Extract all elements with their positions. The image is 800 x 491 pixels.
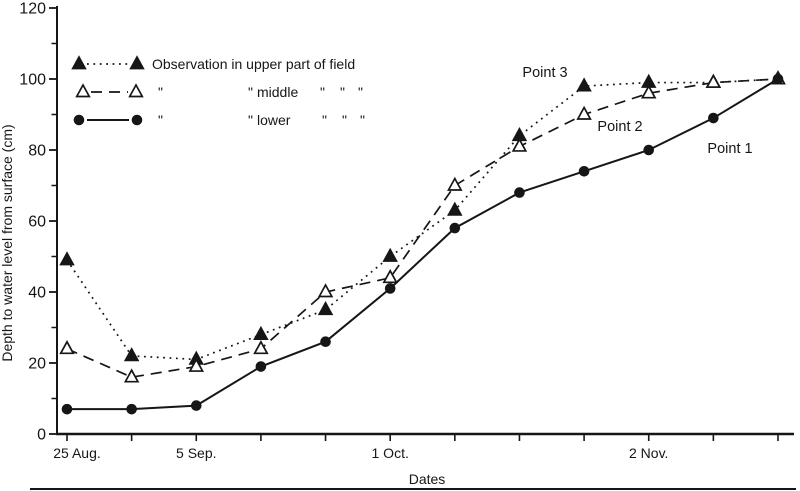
- series-lower-marker-circle-filled: [514, 187, 525, 198]
- legend-label-middle: middle: [257, 84, 298, 100]
- legend-middle-right-marker-triangle-open: [128, 83, 144, 98]
- series-upper-marker-triangle-filled: [382, 247, 398, 262]
- series-lower-marker-circle-filled: [643, 144, 655, 156]
- series-middle-marker-triangle-open: [253, 340, 269, 355]
- series-upper-marker-triangle-filled: [317, 300, 334, 316]
- legend-lower-right-marker-circle-filled: [131, 114, 143, 126]
- legend-label-lower: ": [248, 112, 253, 128]
- annotation-point-3: Point 3: [522, 65, 567, 81]
- legend-label-lower: ": [342, 112, 347, 128]
- x-tick-label: 2 Nov.: [629, 445, 668, 461]
- legend-label-lower: ": [158, 112, 163, 128]
- series-lower-marker-circle-filled: [449, 222, 461, 234]
- series-lower-marker-circle-filled: [320, 336, 331, 348]
- y-tick-label: 120: [19, 1, 46, 18]
- y-tick-label: 20: [28, 356, 46, 373]
- legend-label-middle: ": [358, 84, 363, 100]
- series-middle-marker-triangle-open: [59, 340, 75, 355]
- annotation-point-2: Point 2: [597, 119, 642, 135]
- legend-upper-right-marker-triangle-filled: [129, 55, 145, 70]
- legend-label-upper: Observation in upper part of field: [152, 56, 355, 72]
- x-tick-label: 5 Sep.: [176, 445, 216, 461]
- annotation-point-1: Point 1: [707, 141, 752, 157]
- legend-upper-left-marker-triangle-filled: [71, 55, 87, 70]
- series-upper-marker-triangle-filled: [59, 251, 75, 266]
- series-middle-marker-triangle-open: [123, 368, 140, 383]
- series-upper-marker-triangle-filled: [447, 201, 463, 216]
- series-middle-marker-triangle-open: [640, 84, 657, 99]
- series-middle-marker-triangle-open: [576, 105, 592, 120]
- series-lower-marker-circle-filled: [126, 403, 137, 415]
- series-lower-marker-circle-filled: [61, 403, 73, 415]
- series-upper-line: [66, 78, 779, 361]
- legend-label-middle: ": [340, 84, 345, 100]
- chart-generated-content: 0 20 40 60 80 100 120 25 Aug. 5 Sep. 1 Oct. 2 Nov.…: [19, 1, 796, 490]
- y-tick-label: 60: [28, 214, 46, 231]
- y-tick-label: 80: [28, 143, 46, 160]
- legend-middle-left-marker-triangle-open: [75, 83, 91, 98]
- series-lower-marker-circle-filled: [190, 400, 202, 411]
- series-middle-marker-triangle-open: [188, 357, 205, 372]
- series-middle-marker-triangle-open: [511, 137, 528, 152]
- y-tick-label: 100: [19, 72, 46, 89]
- legend-label-lower: ": [322, 112, 327, 128]
- series-lower-marker-circle-filled: [772, 73, 784, 85]
- y-tick-label: 0: [37, 427, 46, 444]
- series-lower-line: [67, 78, 779, 411]
- series-lower-marker-circle-filled: [708, 112, 719, 124]
- legend-label-middle: ": [248, 84, 253, 100]
- series-middle-marker-triangle-open: [447, 176, 463, 191]
- series-lower-marker-circle-filled: [255, 361, 267, 372]
- y-axis-title: Depth to water level from surface (cm): [0, 124, 15, 361]
- x-axis-title: Dates: [409, 471, 446, 487]
- legend-label-lower: ": [360, 112, 365, 128]
- series-middle-marker-triangle-open: [705, 73, 722, 88]
- x-tick-label: 1 Oct.: [372, 445, 409, 461]
- series-upper-marker-triangle-filled: [253, 325, 269, 340]
- legend-lower-left-marker-circle-filled: [73, 114, 85, 126]
- series-middle-marker-triangle-open: [382, 269, 398, 284]
- legend-label-lower: lower: [257, 112, 291, 128]
- x-tick-label: 25 Aug.: [53, 445, 101, 461]
- y-tick-label: 40: [28, 285, 46, 302]
- series-middle-marker-triangle-open: [317, 283, 334, 298]
- series-middle-line: [66, 78, 779, 379]
- series-upper-marker-triangle-filled: [576, 77, 592, 92]
- series-lower-marker-circle-filled: [578, 166, 590, 177]
- series-lower-marker-circle-filled: [384, 283, 396, 294]
- legend-label-middle: ": [158, 84, 163, 100]
- legend-label-middle: ": [320, 84, 325, 100]
- series-upper-marker-triangle-filled: [123, 347, 140, 362]
